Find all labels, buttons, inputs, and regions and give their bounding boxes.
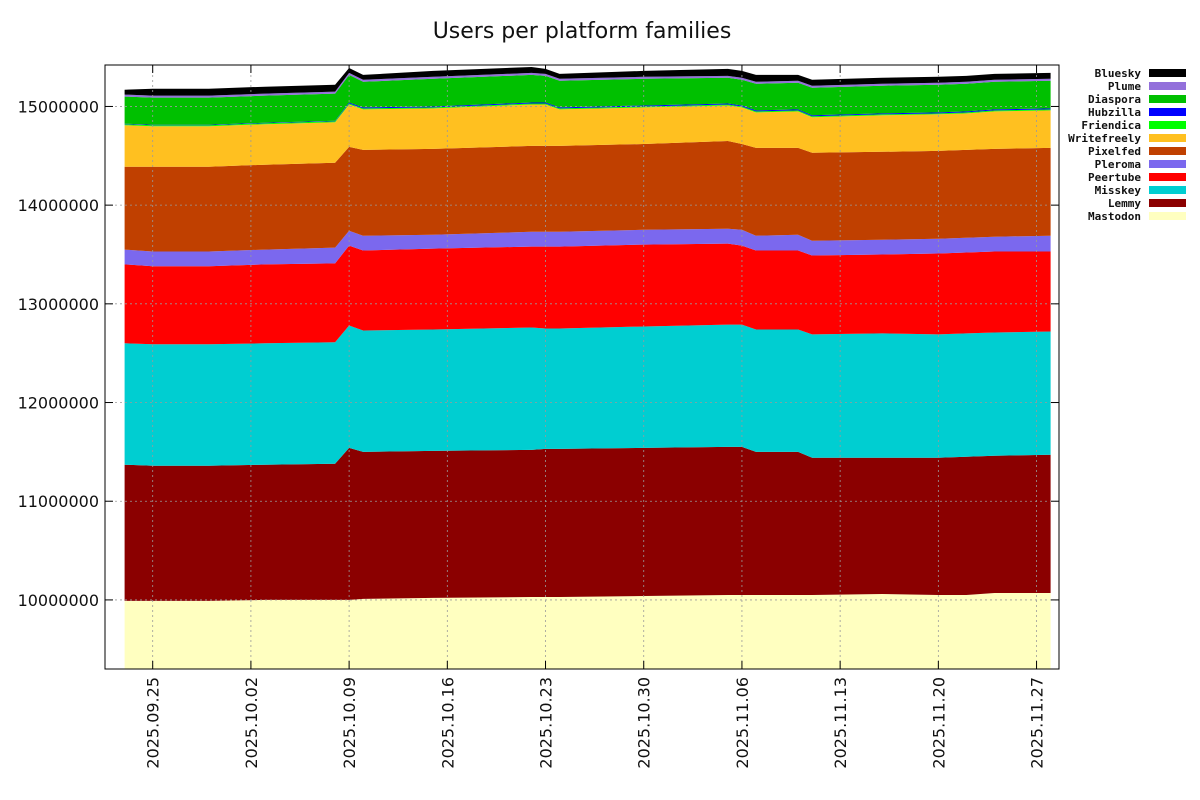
legend-label-writefreely: Writefreely — [1068, 132, 1141, 145]
y-tick-label: 10000000 — [18, 591, 99, 610]
area-peertube — [124, 243, 1051, 345]
legend-swatch-hubzilla — [1149, 108, 1186, 116]
y-tick-label: 14000000 — [18, 196, 99, 215]
legend-label-plume: Plume — [1108, 80, 1141, 93]
legend-swatch-mastodon — [1149, 212, 1186, 220]
legend-swatch-misskey — [1149, 186, 1186, 194]
area-lemmy — [124, 446, 1051, 601]
y-tick-label: 15000000 — [18, 97, 99, 116]
x-tick-label: 2025.10.02 — [242, 677, 261, 769]
y-tick-label: 11000000 — [18, 492, 99, 511]
legend: BlueskyPlumeDiasporaHubzillaFriendicaWri… — [1068, 67, 1186, 223]
area-writefreely — [124, 104, 1051, 167]
x-tick-label: 2025.09.25 — [144, 677, 163, 769]
axis-ticks: 10000000 11000000 12000000 13000000 14000000… — [18, 65, 1059, 769]
legend-label-misskey: Misskey — [1095, 184, 1142, 197]
x-tick-label: 2025.11.13 — [831, 677, 850, 769]
legend-label-hubzilla: Hubzilla — [1088, 106, 1141, 119]
area-pleroma — [124, 228, 1051, 267]
area-bluesky — [124, 67, 1051, 96]
area-diaspora — [124, 74, 1051, 125]
legend-swatch-peertube — [1149, 173, 1186, 181]
x-tick-label: 2025.11.06 — [733, 677, 752, 769]
legend-swatch-diaspora — [1149, 95, 1186, 103]
chart-title: Users per platform families — [433, 19, 732, 44]
plot-frame — [104, 64, 1060, 670]
x-tick-label: 2025.11.27 — [1028, 677, 1047, 769]
legend-swatch-bluesky — [1149, 69, 1186, 77]
area-pixelfed — [124, 141, 1051, 252]
legend-swatch-pleroma — [1149, 160, 1186, 168]
legend-label-bluesky: Bluesky — [1095, 67, 1142, 80]
legend-swatch-writefreely — [1149, 134, 1186, 142]
legend-label-pixelfed: Pixelfed — [1088, 145, 1141, 158]
x-tick-label: 2025.11.20 — [929, 677, 948, 769]
legend-swatch-lemmy — [1149, 199, 1186, 207]
legend-swatch-pixelfed — [1149, 147, 1186, 155]
legend-label-pleroma: Pleroma — [1095, 158, 1141, 171]
area-plume — [124, 72, 1051, 98]
area-mastodon — [124, 593, 1051, 669]
legend-label-lemmy: Lemmy — [1108, 197, 1141, 210]
area-misskey — [124, 324, 1051, 466]
x-tick-label: 2025.10.09 — [340, 677, 359, 769]
legend-label-friendica: Friendica — [1081, 119, 1141, 132]
area-friendica — [124, 103, 1051, 127]
area-hubzilla — [124, 102, 1051, 126]
x-tick-label: 2025.10.23 — [537, 677, 556, 769]
legend-label-diaspora: Diaspora — [1088, 93, 1141, 106]
area-layers — [124, 67, 1051, 669]
y-tick-label: 13000000 — [18, 295, 99, 314]
legend-label-peertube: Peertube — [1088, 171, 1141, 184]
legend-label-mastodon: Mastodon — [1088, 210, 1141, 223]
grid-lines — [105, 65, 1059, 669]
x-tick-label: 2025.10.30 — [635, 677, 654, 769]
legend-swatch-friendica — [1149, 121, 1186, 129]
x-tick-label: 2025.10.16 — [438, 677, 457, 769]
y-tick-label: 12000000 — [18, 394, 99, 413]
legend-swatch-plume — [1149, 82, 1186, 90]
